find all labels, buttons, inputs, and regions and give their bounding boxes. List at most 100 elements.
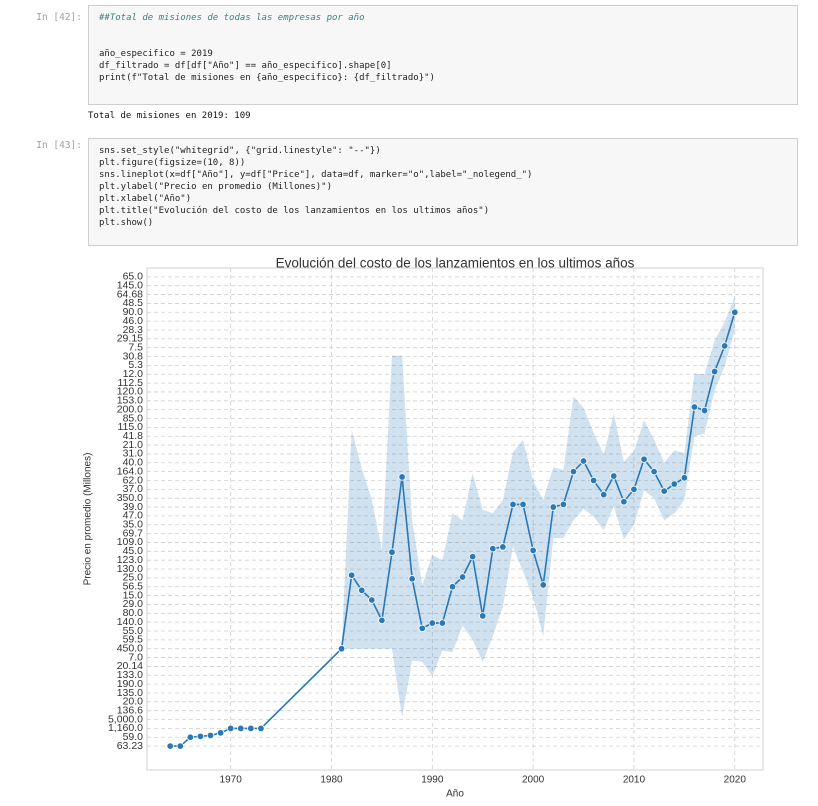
x-tick-label: 2020 <box>724 775 747 786</box>
x-tick-label: 2000 <box>522 775 545 786</box>
point <box>610 472 618 480</box>
y-tick-label: 85.0 <box>123 412 144 424</box>
y-tick-label: 59.0 <box>123 731 144 743</box>
point <box>216 729 225 737</box>
y-tick-label: 64.68 <box>117 288 143 300</box>
y-tick-label: 450.0 <box>117 642 143 654</box>
point <box>378 616 386 625</box>
point <box>569 467 578 476</box>
y-axis-label: Precio en promedio (Millones) <box>83 453 94 586</box>
y-tick-label: 46.0 <box>123 315 144 327</box>
point <box>176 742 184 750</box>
point <box>468 552 477 561</box>
code-cell[interactable]: sns.set_style("whitegrid", {"grid.linest… <box>88 138 798 246</box>
y-tick-label: 65.0 <box>123 271 144 283</box>
point <box>247 724 255 733</box>
point <box>620 498 628 506</box>
y-tick-label: 190.0 <box>117 678 143 690</box>
point <box>428 619 437 627</box>
x-tick-label: 2010 <box>623 775 646 786</box>
point <box>700 406 709 415</box>
point <box>549 503 557 511</box>
point <box>600 490 608 499</box>
point <box>489 544 497 553</box>
y-tick-label: 47.0 <box>123 510 144 522</box>
y-tick-label: 28.3 <box>123 324 144 336</box>
y-tick-label: 136.6 <box>117 704 143 716</box>
y-tick-label: 130.0 <box>117 563 143 575</box>
y-tick-label: 145.0 <box>117 279 143 291</box>
y-tick-label: 5.3 <box>128 359 143 371</box>
y-tick-label: 20.0 <box>123 696 144 708</box>
y-tick-label: 15.0 <box>123 589 144 601</box>
y-tick-label: 37.0 <box>123 483 144 495</box>
point <box>458 573 467 581</box>
plot-area <box>146 267 764 771</box>
point <box>731 308 739 316</box>
x-tick-label: 1970 <box>220 775 243 786</box>
y-tick-label: 21.0 <box>123 439 144 451</box>
code-line: plt.show() <box>99 218 154 228</box>
point <box>529 546 537 555</box>
code-line: sns.set_style("whitegrid", {"grid.linest… <box>99 146 381 156</box>
y-tick-label: 140.0 <box>117 616 143 628</box>
y-tick-label: 29.15 <box>117 333 143 345</box>
y-tick-label: 164.0 <box>117 465 143 477</box>
y-tick-label: 120.0 <box>117 386 143 398</box>
y-tick-label: 7.5 <box>128 341 143 353</box>
point <box>448 583 457 591</box>
point <box>337 645 346 653</box>
x-tick-label: 1980 <box>320 775 343 786</box>
point <box>438 619 447 627</box>
point <box>408 575 416 583</box>
y-tick-label: 56.5 <box>123 581 144 593</box>
point <box>720 342 729 350</box>
code-cell[interactable]: ##Total de misiones de todas las empresa… <box>88 5 798 105</box>
y-tick-label: 135.0 <box>117 687 143 699</box>
point <box>690 403 699 411</box>
point <box>630 485 638 494</box>
y-tick-label: 5,000.0 <box>108 713 143 725</box>
y-tick-label: 123.0 <box>117 554 143 566</box>
point <box>368 596 376 604</box>
y-tick-label: 109.0 <box>117 536 143 548</box>
point <box>710 367 719 376</box>
code-line: plt.figure(figsize=(10, 8)) <box>99 158 246 168</box>
point <box>186 733 195 741</box>
point <box>166 742 174 750</box>
code-line: df_filtrado = df[df["Año"] == año_especi… <box>99 61 392 71</box>
y-tick-label: 20.14 <box>117 660 143 672</box>
point <box>257 724 265 733</box>
y-tick-label: 59.5 <box>123 634 144 646</box>
y-tick-label: 12.0 <box>123 368 144 380</box>
x-tick-label: 1990 <box>421 775 444 786</box>
y-tick-label: 30.8 <box>123 350 144 362</box>
point <box>358 586 366 594</box>
point <box>388 548 396 556</box>
point <box>650 467 658 476</box>
y-tick-label: 90.0 <box>123 306 144 318</box>
code-line: plt.ylabel("Precio en promedio (Millones… <box>99 182 332 192</box>
code-line: sns.lineplot(x=df["Año"], y=df["Price"],… <box>99 170 533 180</box>
y-tick-label: 7.0 <box>128 651 143 663</box>
point <box>418 624 426 633</box>
y-tick-label: 112.5 <box>118 377 144 389</box>
point <box>559 500 568 509</box>
y-tick-label: 45.0 <box>123 545 144 557</box>
point <box>237 724 245 733</box>
x-axis-label: Año <box>446 789 464 800</box>
point <box>196 732 205 741</box>
y-tick-label: 80.0 <box>123 607 144 619</box>
y-tick-label: 133.0 <box>117 669 143 681</box>
code-line: print(f"Total de misiones en {año_especi… <box>99 73 435 83</box>
y-tick-label: 1,160.0 <box>108 722 143 734</box>
code-line: año_especifico = 2019 <box>99 49 213 59</box>
point <box>680 474 689 482</box>
code-comment: ##Total de misiones de todas las empresa… <box>99 13 365 23</box>
point <box>660 487 668 495</box>
y-tick-label: 55.0 <box>123 625 144 637</box>
point <box>398 473 406 481</box>
confidence-band <box>170 296 735 747</box>
point <box>539 581 547 589</box>
